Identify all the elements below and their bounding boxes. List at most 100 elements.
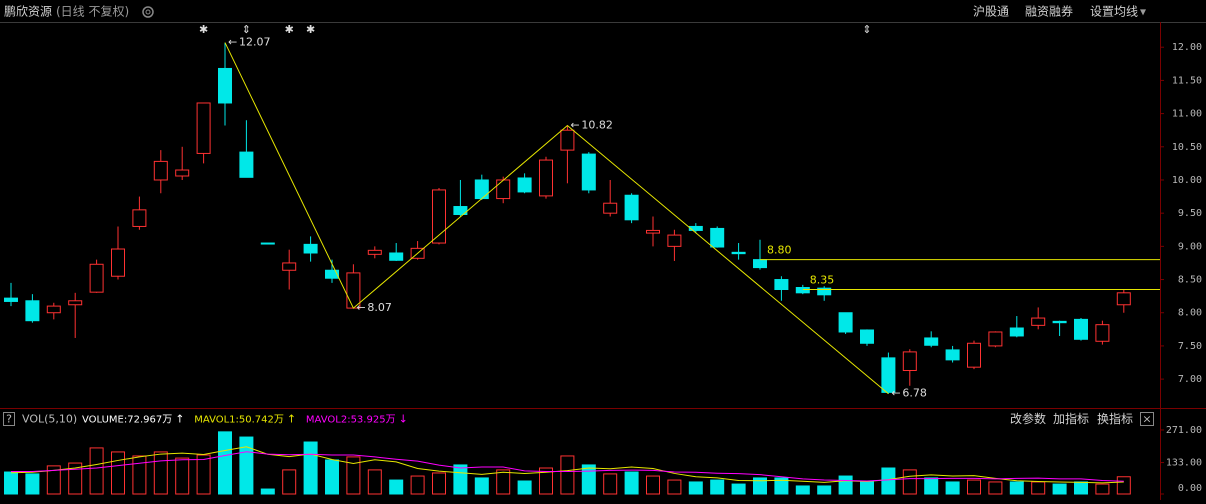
volume-bar bbox=[282, 469, 297, 495]
header-link[interactable]: 设置均线 bbox=[1090, 5, 1138, 19]
event-marker: ✱ bbox=[306, 23, 315, 36]
level-label: 8.80 bbox=[767, 244, 792, 257]
volume-bar bbox=[560, 455, 575, 495]
volume-bar bbox=[646, 475, 660, 495]
close-box[interactable] bbox=[1140, 412, 1154, 426]
volume-bar bbox=[1031, 481, 1046, 495]
volume-bar bbox=[1052, 483, 1067, 495]
candle-body bbox=[688, 225, 703, 231]
header-link[interactable]: 沪股通 bbox=[973, 5, 1009, 19]
candle-body bbox=[774, 279, 789, 291]
help-box[interactable] bbox=[3, 412, 15, 426]
legend-trend: ↑ bbox=[175, 413, 184, 426]
y-tick-label: 10.50 bbox=[1172, 142, 1202, 153]
volume-bar bbox=[881, 467, 896, 495]
candle-body bbox=[260, 242, 275, 245]
y-tick-label: 9.00 bbox=[1178, 241, 1202, 252]
candle-body bbox=[282, 262, 297, 271]
candle-body bbox=[1116, 292, 1131, 306]
panel-button[interactable]: 加指标 bbox=[1053, 411, 1089, 426]
candle-body bbox=[68, 300, 83, 306]
dropdown-arrow[interactable]: ▾ bbox=[1140, 5, 1146, 19]
stock-mode: (日线 不复权) bbox=[56, 5, 129, 19]
candle-body bbox=[924, 337, 939, 346]
legend-entry: MAVOL2:53.925万 bbox=[306, 415, 396, 426]
settings-icon[interactable] bbox=[142, 6, 154, 18]
volume-bar bbox=[731, 483, 746, 495]
pivot-label: 10.82 bbox=[581, 119, 613, 132]
candle-body bbox=[25, 300, 40, 322]
help-icon[interactable]: ? bbox=[6, 413, 12, 426]
candle-body bbox=[902, 351, 917, 371]
volume-bar bbox=[111, 451, 125, 495]
y-tick-label: 12.00 bbox=[1172, 42, 1202, 53]
volume-bar bbox=[346, 456, 361, 495]
candle-body bbox=[367, 249, 382, 255]
candle-body bbox=[111, 248, 125, 277]
volume-bar bbox=[902, 469, 917, 495]
y-tick-label: 10.00 bbox=[1172, 175, 1202, 186]
legend-trend: ↓ bbox=[399, 413, 408, 426]
volume-bar bbox=[474, 477, 489, 495]
volume-bar bbox=[667, 479, 682, 495]
close-icon[interactable]: × bbox=[1142, 413, 1151, 426]
y-tick-label: 133.00 bbox=[1166, 458, 1202, 469]
volume-bar bbox=[945, 481, 960, 495]
event-marker: ✱ bbox=[285, 23, 294, 36]
indicator-title: VOL(5,10) bbox=[22, 413, 77, 426]
y-tick-label: 271.00 bbox=[1166, 425, 1202, 436]
candle-body bbox=[4, 297, 18, 302]
volume-bar bbox=[1009, 481, 1024, 495]
volume-bar bbox=[581, 464, 596, 495]
candle-body bbox=[624, 194, 639, 221]
volume-bar bbox=[410, 475, 425, 495]
candle-body bbox=[881, 357, 896, 393]
volume-bar bbox=[153, 451, 168, 495]
ma-line bbox=[11, 451, 1124, 482]
candle-body bbox=[389, 252, 404, 261]
candle-body bbox=[988, 331, 1003, 347]
pivot-label: 8.07 bbox=[367, 301, 392, 314]
volume-bar bbox=[389, 479, 404, 495]
panel-button[interactable]: 改参数 bbox=[1010, 411, 1046, 426]
volume-bar bbox=[967, 479, 981, 495]
candle-body bbox=[945, 349, 960, 361]
legend-entry: MAVOL1:50.742万 bbox=[194, 415, 284, 426]
candle-body bbox=[474, 179, 489, 200]
y-tick-label: 11.00 bbox=[1172, 109, 1202, 120]
volume-bar bbox=[1116, 476, 1131, 495]
candle-body bbox=[1009, 327, 1024, 337]
pivot-label: 6.78 bbox=[902, 387, 927, 400]
panel-button[interactable]: 换指标 bbox=[1097, 411, 1133, 426]
candle-body bbox=[539, 159, 553, 197]
volume-bar bbox=[432, 472, 446, 495]
volume-bar bbox=[988, 481, 1003, 495]
volume-bar bbox=[367, 469, 382, 495]
legend-entry: VOLUME:72.967万 bbox=[82, 415, 172, 426]
y-tick-label: 7.50 bbox=[1178, 341, 1202, 352]
y-tick-label: 8.50 bbox=[1178, 275, 1202, 286]
volume-bar bbox=[175, 457, 190, 495]
pivot-pointer: ← bbox=[570, 119, 579, 132]
candle-body bbox=[153, 160, 168, 181]
volume-bar bbox=[132, 455, 147, 495]
event-marker: ✱ bbox=[199, 23, 208, 36]
candle-body bbox=[710, 227, 725, 248]
volume-bar bbox=[303, 441, 318, 495]
candle-body bbox=[303, 243, 318, 254]
pivot-pointer: ← bbox=[228, 36, 237, 49]
volume-bar bbox=[25, 473, 40, 495]
volume-bar bbox=[218, 431, 232, 495]
zigzag-line bbox=[224, 42, 889, 395]
header-link[interactable]: 融资融券 bbox=[1025, 4, 1073, 19]
candle-body bbox=[581, 153, 596, 191]
candle-body bbox=[46, 305, 61, 314]
candle-body bbox=[1074, 318, 1088, 340]
candle-body bbox=[1095, 324, 1110, 342]
volume-bar bbox=[860, 481, 874, 495]
candle-body bbox=[646, 229, 660, 234]
volume-bar bbox=[688, 481, 703, 495]
y-tick-label: 9.50 bbox=[1178, 208, 1202, 219]
volume-bar bbox=[795, 485, 810, 495]
